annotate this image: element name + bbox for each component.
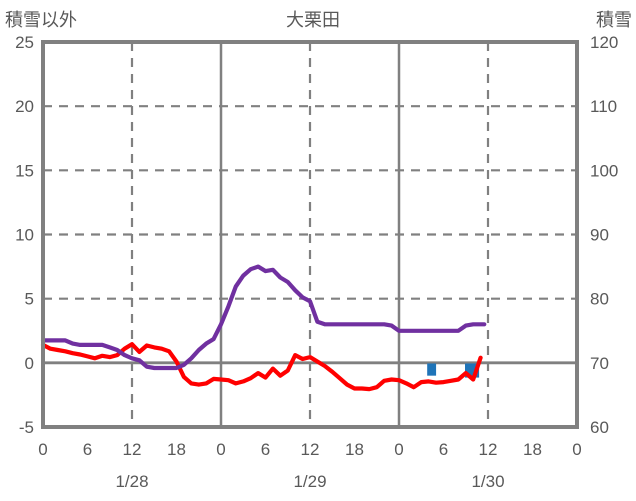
x-axis-tick-label: 6 bbox=[261, 440, 270, 459]
right-axis-tick-label: 90 bbox=[590, 226, 609, 245]
x-axis-tick-label: 6 bbox=[439, 440, 448, 459]
chart-title: 大栗田 bbox=[286, 10, 340, 30]
left-axis-tick-label: -5 bbox=[19, 418, 34, 437]
x-axis-tick-label: 0 bbox=[572, 440, 581, 459]
right-axis-tick-label: 80 bbox=[590, 290, 609, 309]
left-axis-tick-label: 15 bbox=[15, 161, 34, 180]
right-axis-tick-label: 100 bbox=[590, 161, 618, 180]
left-axis-tick-label: 20 bbox=[15, 97, 34, 116]
left-axis-tick-label: 25 bbox=[15, 33, 34, 52]
x-axis-tick-label: 12 bbox=[479, 440, 498, 459]
x-axis-tick-label: 0 bbox=[38, 440, 47, 459]
left-axis-tick-label: 0 bbox=[25, 354, 34, 373]
left-axis-title: 積雪以外 bbox=[5, 10, 77, 30]
date-label: 1/30 bbox=[471, 472, 504, 491]
non-snow-line bbox=[40, 342, 483, 392]
x-axis-tick-label: 6 bbox=[83, 440, 92, 459]
right-axis-tick-label: 70 bbox=[590, 354, 609, 373]
right-axis-tick-label: 120 bbox=[590, 33, 618, 52]
left-axis-tick-label: 10 bbox=[15, 226, 34, 245]
x-axis-tick-label: 0 bbox=[394, 440, 403, 459]
left-axis-tick-label: 5 bbox=[25, 290, 34, 309]
date-label: 1/28 bbox=[115, 472, 148, 491]
x-axis-tick-label: 0 bbox=[216, 440, 225, 459]
precip-bar bbox=[427, 363, 437, 376]
right-axis-tick-label: 110 bbox=[590, 97, 617, 116]
right-axis-tick-label: 60 bbox=[590, 418, 609, 437]
snow-depth-line bbox=[40, 264, 487, 371]
x-axis-tick-label: 18 bbox=[167, 440, 186, 459]
x-axis-tick-label: 18 bbox=[345, 440, 364, 459]
x-axis-tick-label: 18 bbox=[523, 440, 542, 459]
date-label: 1/29 bbox=[293, 472, 326, 491]
right-axis-title: 積雪 bbox=[596, 10, 632, 30]
x-axis-tick-label: 12 bbox=[123, 440, 142, 459]
x-axis-tick-label: 12 bbox=[301, 440, 320, 459]
plot-frame bbox=[41, 40, 579, 429]
